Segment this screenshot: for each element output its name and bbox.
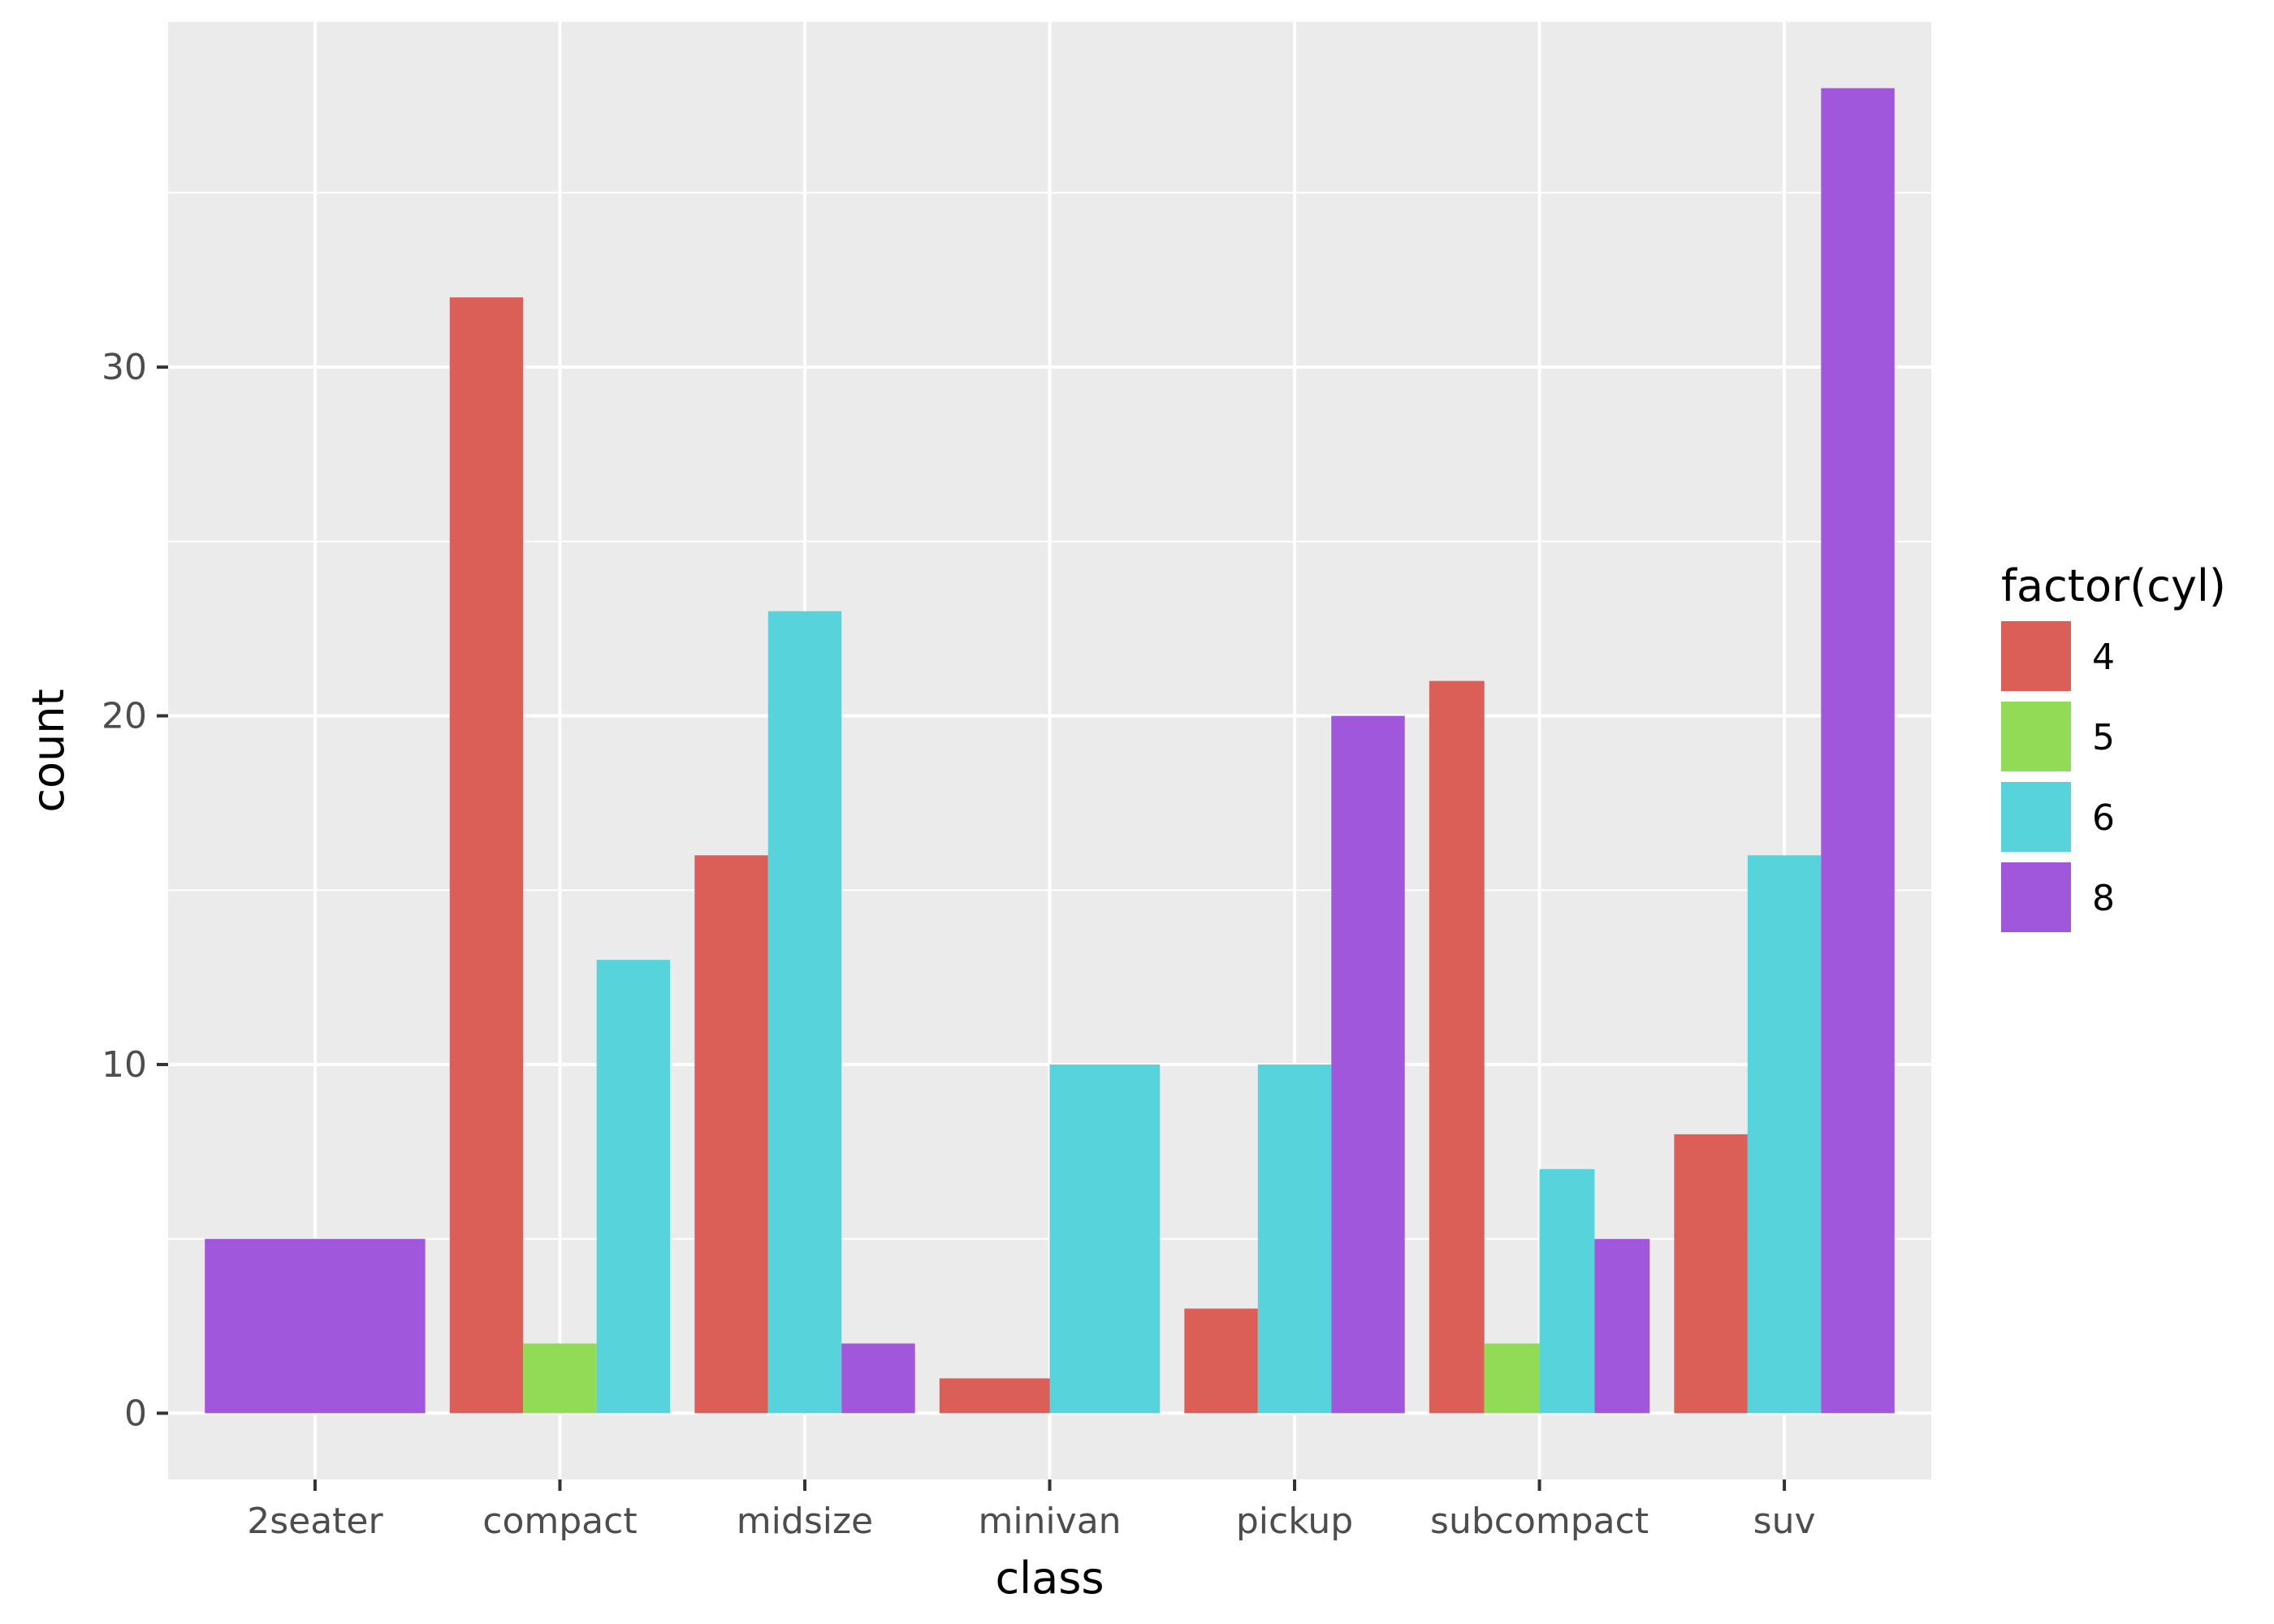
bar-minivan-cyl-4 [939, 1378, 1050, 1414]
bar-pickup-cyl-4 [1184, 1308, 1258, 1414]
legend-label-6: 6 [2092, 797, 2115, 839]
bar-minivan-cyl-6 [1049, 1064, 1161, 1414]
bar-subcompact-cyl-8 [1594, 1238, 1650, 1414]
bar-pickup-cyl-8 [1331, 715, 1405, 1414]
y-tick-label: 30 [102, 347, 147, 388]
x-tick-label: midsize [737, 1501, 873, 1542]
x-tick-label: subcompact [1430, 1501, 1649, 1542]
bar-compact-cyl-4 [449, 297, 524, 1414]
bar-2seater-cyl-8 [205, 1238, 426, 1414]
x-tick-label: minivan [978, 1501, 1121, 1542]
legend: factor(cyl) 4 5 6 8 [2001, 560, 2226, 932]
legend-label-5: 5 [2092, 717, 2115, 758]
bar-subcompact-cyl-5 [1484, 1343, 1540, 1414]
x-tick-label: compact [482, 1501, 637, 1542]
y-tick-label: 20 [102, 696, 147, 737]
x-tick-label: pickup [1236, 1501, 1353, 1542]
x-axis-title: class [995, 1553, 1104, 1604]
bar-compact-cyl-5 [523, 1343, 597, 1414]
bar-compact-cyl-6 [596, 960, 671, 1414]
bar-midsize-cyl-8 [841, 1343, 915, 1414]
legend-label-4: 4 [2092, 637, 2115, 678]
bar-subcompact-cyl-6 [1539, 1168, 1595, 1414]
bar-midsize-cyl-4 [694, 855, 768, 1414]
y-tick-label: 10 [102, 1044, 147, 1086]
bar-suv-cyl-4 [1674, 1134, 1748, 1414]
bar-subcompact-cyl-4 [1429, 680, 1485, 1414]
legend-label-8: 8 [2092, 878, 2115, 919]
legend-key-5 [2001, 702, 2071, 771]
y-tick-label: 0 [124, 1393, 147, 1434]
bars [205, 88, 1895, 1414]
legend-key-4 [2001, 621, 2071, 691]
x-tick-label: suv [1753, 1501, 1816, 1542]
legend-title: factor(cyl) [2001, 560, 2226, 611]
legend-key-6 [2001, 782, 2071, 852]
x-tick-label: 2seater [247, 1501, 383, 1542]
bar-midsize-cyl-6 [767, 611, 842, 1414]
bar-suv-cyl-6 [1747, 855, 1822, 1414]
bar-pickup-cyl-6 [1257, 1064, 1332, 1414]
y-axis-title: count [23, 689, 74, 812]
y-axis: 0 10 20 30 [102, 347, 168, 1434]
x-axis: 2seater compact midsize minivan pickup subcom… [247, 1479, 1816, 1542]
bar-suv-cyl-8 [1821, 88, 1895, 1414]
legend-key-8 [2001, 862, 2071, 932]
